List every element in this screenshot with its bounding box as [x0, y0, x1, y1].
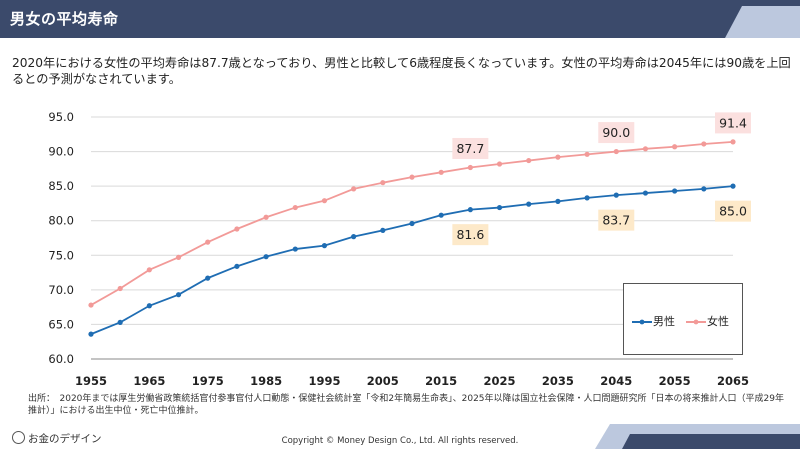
x-tick-label: 1995	[308, 374, 340, 388]
data-point-male	[555, 198, 561, 204]
data-point-male	[234, 263, 240, 269]
y-tick-label: 60.0	[48, 352, 74, 366]
legend-female-marker	[686, 319, 706, 325]
y-tick-label: 80.0	[48, 214, 74, 228]
legend-male-marker	[632, 319, 652, 325]
y-tick-label: 65.0	[48, 317, 74, 331]
data-point-female	[730, 139, 736, 145]
data-point-male	[321, 243, 328, 249]
logo-circle-icon	[12, 431, 25, 444]
data-point-male	[409, 220, 415, 227]
data-point-female	[292, 204, 298, 211]
data-point-female	[526, 157, 532, 164]
data-point-female	[642, 146, 649, 152]
y-tick-label: 75.0	[48, 248, 74, 262]
legend-female-label: 女性	[707, 315, 729, 328]
data-point-male	[263, 254, 269, 260]
data-point-male	[584, 195, 590, 201]
data-label: 90.0	[602, 125, 630, 140]
data-point-female	[88, 302, 94, 308]
data-point-female	[555, 154, 561, 160]
source-note: 出所： 2020年までは厚生労働省政策統括官付参事官付人口動態・保健社会統計室「…	[28, 394, 784, 416]
data-point-female	[146, 267, 152, 273]
x-tick-label: 1975	[192, 374, 224, 388]
data-label-box	[598, 122, 635, 144]
data-point-male	[292, 246, 298, 252]
x-tick-label: 1955	[75, 374, 107, 388]
data-point-male	[146, 303, 152, 309]
data-label: 87.7	[456, 141, 484, 156]
data-label-box	[452, 224, 489, 246]
data-point-female	[438, 169, 444, 175]
x-tick-label: 2005	[367, 374, 399, 388]
x-tick-label: 2065	[717, 374, 749, 388]
x-tick-label: 1965	[133, 374, 165, 388]
data-point-female	[496, 161, 503, 167]
data-point-male	[467, 207, 473, 213]
data-point-female	[263, 214, 269, 220]
logo: お金のデザイン	[12, 431, 102, 446]
data-point-male	[205, 275, 211, 281]
y-tick-label: 70.0	[48, 283, 74, 297]
data-point-male	[438, 212, 444, 218]
data-point-male	[88, 331, 94, 337]
data-point-female	[117, 285, 123, 292]
description-text: 2020年における女性の平均寿命は87.7歳となっており、男性と比較して6歳程度…	[12, 56, 791, 86]
page-title: 男女の平均寿命	[10, 10, 119, 28]
data-label-box	[715, 200, 751, 222]
x-tick-label: 2055	[659, 374, 691, 388]
data-point-female	[175, 254, 182, 260]
x-tick-label: 1985	[250, 374, 282, 388]
data-point-female	[467, 164, 473, 171]
data-point-female	[672, 144, 678, 150]
data-point-female	[380, 180, 386, 186]
y-tick-label: 90.0	[48, 145, 74, 159]
data-point-male	[701, 186, 707, 192]
legend-male-label: 男性	[653, 315, 675, 328]
data-label: 81.6	[456, 227, 484, 242]
data-point-male	[730, 183, 736, 189]
footer-band	[595, 424, 800, 449]
data-point-male	[351, 234, 357, 240]
x-tick-label: 2035	[542, 374, 574, 388]
data-point-female	[351, 186, 357, 192]
x-tick-label: 2015	[425, 374, 457, 388]
data-point-male	[613, 192, 619, 198]
data-point-male	[672, 188, 678, 194]
logo-text: お金のデザイン	[28, 433, 102, 445]
data-point-male	[642, 190, 649, 196]
x-tick-label: 2045	[600, 374, 632, 388]
data-label-box	[715, 112, 751, 134]
data-label: 91.4	[719, 115, 747, 130]
data-point-male	[526, 201, 532, 207]
copyright: Copyright © Money Design Co., Ltd. All r…	[281, 436, 519, 446]
data-point-male	[496, 204, 503, 211]
data-point-female	[321, 198, 328, 204]
y-tick-label: 95.0	[48, 110, 74, 124]
y-tick-label: 85.0	[48, 179, 74, 193]
data-point-female	[409, 174, 415, 180]
data-point-female	[613, 148, 619, 155]
data-point-male	[117, 319, 123, 325]
data-label-box	[598, 209, 635, 231]
header-band	[0, 0, 800, 38]
data-point-female	[701, 141, 707, 147]
data-point-male	[380, 227, 386, 233]
data-point-male	[175, 292, 182, 298]
data-point-female	[584, 151, 590, 157]
data-label-box	[452, 137, 489, 159]
x-tick-label: 2025	[484, 374, 516, 388]
data-point-female	[205, 239, 211, 245]
legend: 男性 女性	[623, 283, 743, 355]
data-label: 83.7	[602, 213, 630, 228]
data-label: 85.0	[719, 204, 747, 219]
data-point-female	[234, 226, 240, 232]
